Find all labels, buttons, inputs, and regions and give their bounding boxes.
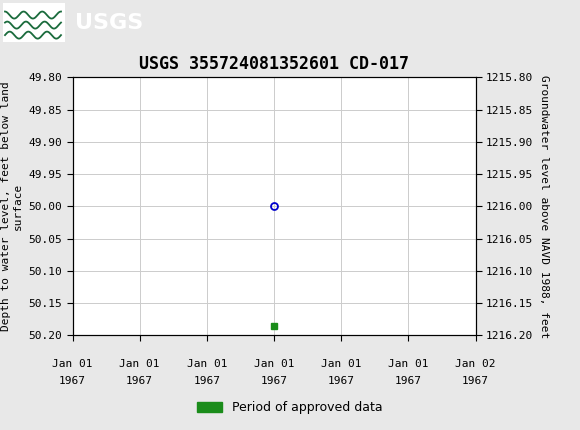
Bar [3, 3, 65, 42]
Text: Jan 01: Jan 01 [119, 359, 160, 369]
Text: Jan 01: Jan 01 [388, 359, 429, 369]
Text: Jan 01: Jan 01 [321, 359, 361, 369]
Text: Jan 01: Jan 01 [52, 359, 93, 369]
Text: Jan 02: Jan 02 [455, 359, 496, 369]
Legend: Period of approved data: Period of approved data [192, 396, 388, 419]
Text: 1967: 1967 [193, 376, 220, 386]
Text: Jan 01: Jan 01 [254, 359, 294, 369]
Text: 1967: 1967 [59, 376, 86, 386]
Text: 1967: 1967 [395, 376, 422, 386]
Y-axis label: Depth to water level, feet below land
surface: Depth to water level, feet below land su… [1, 82, 23, 331]
Text: 1967: 1967 [260, 376, 288, 386]
Text: 1967: 1967 [328, 376, 355, 386]
Text: USGS: USGS [75, 13, 143, 33]
Text: 1967: 1967 [462, 376, 489, 386]
Text: Jan 01: Jan 01 [187, 359, 227, 369]
Y-axis label: Groundwater level above NAVD 1988, feet: Groundwater level above NAVD 1988, feet [539, 75, 549, 338]
Text: 1967: 1967 [126, 376, 153, 386]
Title: USGS 355724081352601 CD-017: USGS 355724081352601 CD-017 [139, 55, 409, 73]
